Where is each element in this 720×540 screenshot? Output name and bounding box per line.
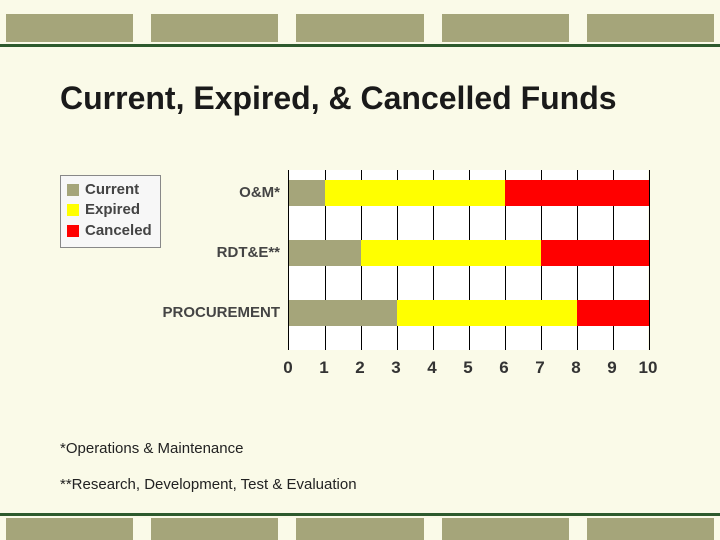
stripe: [587, 518, 714, 540]
footnote-1: *Operations & Maintenance: [60, 440, 243, 457]
header-stripes: [0, 14, 720, 42]
footer-rule: [0, 513, 720, 516]
category-label: O&M*: [130, 184, 280, 201]
stripe: [296, 14, 423, 42]
category-label: RDT&E**: [130, 244, 280, 261]
legend-label: Expired: [85, 200, 140, 220]
stripe: [6, 518, 133, 540]
legend-item: Canceled: [67, 221, 152, 241]
stripe: [6, 14, 133, 42]
page-title: Current, Expired, & Cancelled Funds: [60, 80, 617, 117]
stripe: [296, 518, 423, 540]
stripe: [442, 14, 569, 42]
category-label: PROCUREMENT: [130, 304, 280, 321]
legend-swatch: [67, 204, 79, 216]
stripe: [151, 518, 278, 540]
legend-item: Expired: [67, 200, 152, 220]
legend-label: Canceled: [85, 221, 152, 241]
stripe: [587, 14, 714, 42]
footnote-2: **Research, Development, Test & Evaluati…: [60, 476, 357, 493]
funds-chart: 012345678910 O&M*RDT&E**PROCUREMENT: [178, 170, 668, 390]
legend-swatch: [67, 225, 79, 237]
header-rule: [0, 44, 720, 47]
stripe: [442, 518, 569, 540]
stripe: [151, 14, 278, 42]
legend-swatch: [67, 184, 79, 196]
footer-stripes: [0, 518, 720, 540]
